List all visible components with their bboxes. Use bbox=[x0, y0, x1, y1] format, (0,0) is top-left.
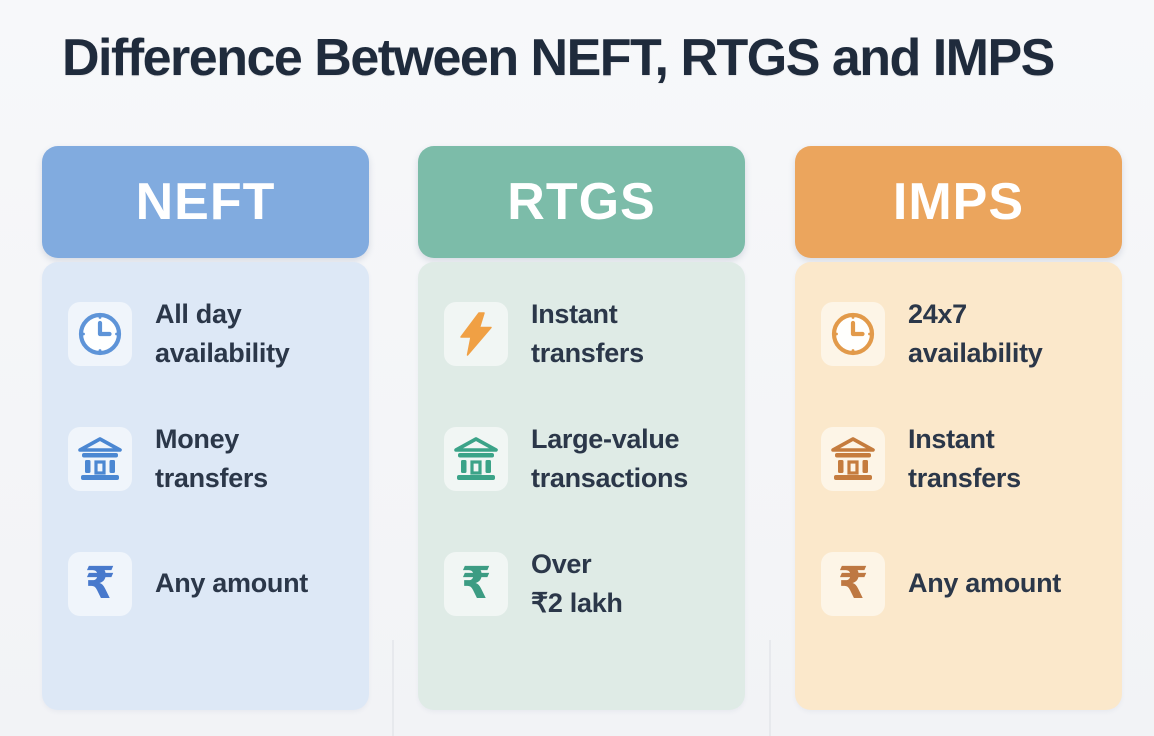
feature-row: ₹ Any amount bbox=[821, 552, 1112, 616]
column-body-imps: 24x7 availability Instant transfers ₹ An… bbox=[795, 262, 1122, 710]
feature-label: Instant transfers bbox=[531, 298, 644, 368]
bank-icon bbox=[444, 427, 508, 491]
feature-label: Any amount bbox=[155, 568, 309, 599]
feature-row: Large-value transactions bbox=[444, 424, 735, 493]
feature-row: ₹ Over ₹2 lakh bbox=[444, 549, 735, 618]
clock-icon bbox=[821, 302, 885, 366]
column-header-imps: IMPS bbox=[795, 146, 1122, 258]
feature-label: Instant transfers bbox=[908, 423, 1021, 493]
column-header-neft: NEFT bbox=[42, 146, 369, 258]
column-header-rtgs: RTGS bbox=[418, 146, 745, 258]
column-rtgs: RTGS Instant transfers Large-value trans… bbox=[418, 146, 745, 710]
feature-label: Over ₹2 lakh bbox=[531, 548, 623, 618]
bank-icon bbox=[68, 427, 132, 491]
feature-row: 24x7 availability bbox=[821, 299, 1112, 368]
page-title: Difference Between NEFT, RTGS and IMPS bbox=[62, 29, 1055, 87]
feature-label: Money transfers bbox=[155, 423, 268, 493]
feature-row: All day availability bbox=[68, 299, 359, 368]
bank-icon bbox=[821, 427, 885, 491]
lightning-bolt-icon bbox=[444, 302, 508, 366]
column-imps: IMPS 24x7 availability Instant transfers… bbox=[795, 146, 1122, 710]
column-body-neft: All day availability Money transfers ₹ A… bbox=[42, 262, 369, 710]
feature-label: All day availability bbox=[155, 298, 290, 368]
feature-label: Large-value transactions bbox=[531, 423, 688, 493]
feature-row: Money transfers bbox=[68, 424, 359, 493]
feature-row: Instant transfers bbox=[444, 299, 735, 368]
column-body-rtgs: Instant transfers Large-value transactio… bbox=[418, 262, 745, 710]
rupee-icon: ₹ bbox=[821, 552, 885, 616]
feature-label: Any amount bbox=[908, 568, 1062, 599]
feature-label: 24x7 availability bbox=[908, 298, 1043, 368]
clock-icon bbox=[68, 302, 132, 366]
column-divider bbox=[392, 640, 394, 736]
column-divider bbox=[769, 640, 771, 736]
feature-row: Instant transfers bbox=[821, 424, 1112, 493]
rupee-icon: ₹ bbox=[68, 552, 132, 616]
feature-row: ₹ Any amount bbox=[68, 552, 359, 616]
rupee-icon: ₹ bbox=[444, 552, 508, 616]
column-neft: NEFT All day availability Money transfer… bbox=[42, 146, 369, 710]
